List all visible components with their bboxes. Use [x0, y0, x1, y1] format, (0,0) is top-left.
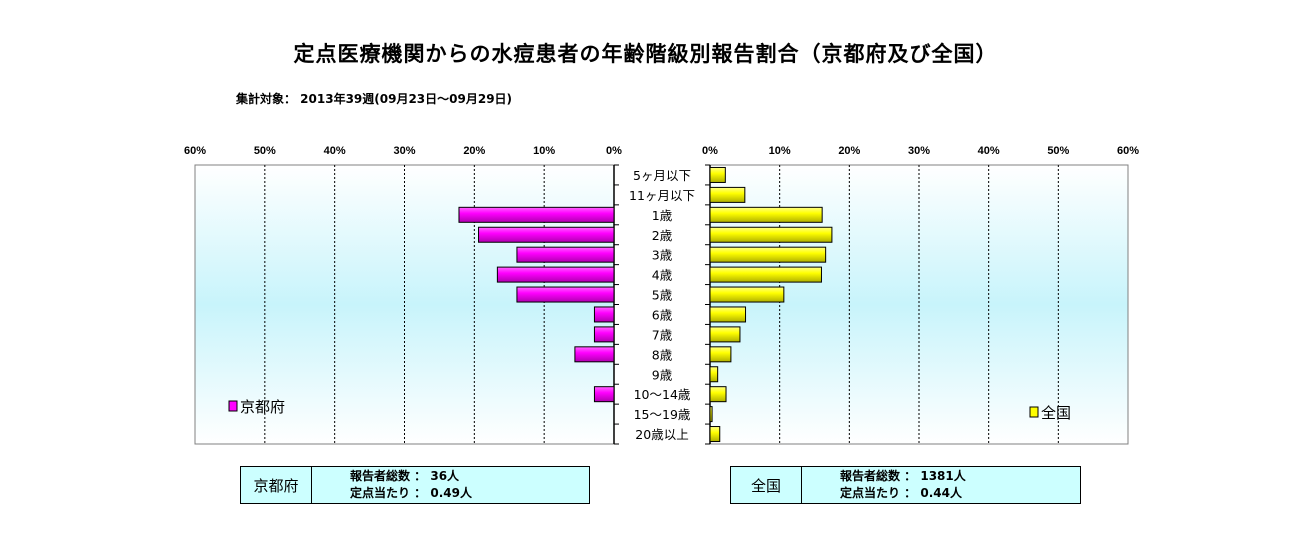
tick-label-right: 40%	[978, 145, 1000, 157]
category-label: 10～14歳	[634, 387, 691, 402]
legend-kyoto-swatch	[228, 400, 238, 412]
tick-label-right: 20%	[838, 145, 860, 157]
category-labels: 5ヶ月以下 11ヶ月以下 1歳 2歳 3歳 4歳 5歳 6歳 7歳 8歳 9歳 10～14歳 15～19…	[629, 168, 695, 442]
bar-kyoto-8	[593, 326, 615, 343]
axis-ticks: 60% 50% 40% 30% 20% 10% 0% 0% 10% 20% 30% 40% 50% 60%	[184, 145, 1139, 157]
category-label: 9歳	[652, 367, 673, 382]
bar-kyoto-9	[574, 346, 615, 363]
bar-national-9	[709, 346, 732, 363]
bar-kyoto-2	[458, 206, 615, 223]
category-label: 3歳	[652, 248, 673, 263]
tick-label-right: 30%	[908, 145, 930, 157]
category-label: 7歳	[652, 327, 673, 342]
category-label: 5ヶ月以下	[633, 168, 691, 183]
category-label: 2歳	[652, 228, 673, 243]
bar-national-13	[709, 426, 721, 443]
kyoto-infobox-name: 京都府	[241, 467, 312, 503]
category-label: 1歳	[652, 208, 673, 223]
national-infobox-name: 全国	[731, 467, 802, 503]
tick-label-right: 50%	[1047, 145, 1069, 157]
category-label: 4歳	[652, 268, 673, 283]
bar-national-6	[709, 286, 785, 303]
bar-national-12	[709, 406, 713, 423]
kyoto-reporters: 報告者総数 ： 36人	[350, 469, 460, 483]
tick-label-left: 20%	[463, 145, 485, 157]
bar-national-11	[709, 386, 727, 403]
bar-national-3	[709, 226, 833, 243]
category-label: 8歳	[652, 347, 673, 362]
kyoto-infobox: 京都府 報告者総数 ： 36人 定点当たり ： 0.49人	[240, 466, 590, 504]
bar-national-5	[709, 266, 822, 283]
chart-title: 定点医療機関からの水痘患者の年齢階級別報告割合（京都府及び全国）	[293, 42, 998, 66]
national-per-point: 定点当たり ： 0.44人	[840, 486, 962, 500]
chart-subtitle: 集計対象： 2013年39週(09月23日～09月29日)	[236, 92, 513, 106]
legend-kyoto-label: 京都府	[240, 398, 285, 416]
bar-national-1	[709, 186, 746, 203]
category-label: 20歳以上	[635, 427, 688, 442]
bar-kyoto-7	[593, 306, 615, 323]
national-reporters: 報告者総数 ： 1381人	[840, 469, 966, 483]
legend-national-swatch	[1029, 406, 1039, 418]
bar-kyoto-5	[496, 266, 615, 283]
bar-national-7	[709, 306, 747, 323]
bar-national-8	[709, 326, 741, 343]
bar-national-0	[709, 166, 726, 183]
category-label: 11ヶ月以下	[629, 188, 695, 203]
bar-national-4	[709, 246, 827, 263]
tick-label-left: 10%	[533, 145, 555, 157]
bar-kyoto-4	[516, 246, 615, 263]
tick-label-left: 50%	[254, 145, 276, 157]
tick-label-right: 0%	[702, 145, 718, 157]
bar-kyoto-3	[478, 226, 615, 243]
bar-kyoto-6	[516, 286, 615, 303]
category-label: 15～19歳	[634, 407, 691, 422]
tick-label-left: 0%	[606, 145, 622, 157]
category-label: 6歳	[652, 307, 673, 322]
tick-label-left: 40%	[324, 145, 346, 157]
national-infobox: 全国 報告者総数 ： 1381人 定点当たり ： 0.44人	[730, 466, 1081, 504]
tick-label-right: 60%	[1117, 145, 1139, 157]
national-infobox-stats: 報告者総数 ： 1381人 定点当たり ： 0.44人	[802, 467, 1080, 503]
tick-label-left: 60%	[184, 145, 206, 157]
bar-national-2	[709, 206, 823, 223]
tick-label-right: 10%	[769, 145, 791, 157]
category-label: 5歳	[652, 288, 673, 303]
legend-national-label: 全国	[1041, 404, 1071, 422]
tick-label-left: 30%	[393, 145, 415, 157]
kyoto-per-point: 定点当たり ： 0.49人	[350, 486, 472, 500]
bar-national-10	[709, 366, 719, 383]
bars	[458, 166, 833, 443]
kyoto-infobox-stats: 報告者総数 ： 36人 定点当たり ： 0.49人	[312, 467, 589, 503]
bar-kyoto-11	[593, 386, 615, 403]
